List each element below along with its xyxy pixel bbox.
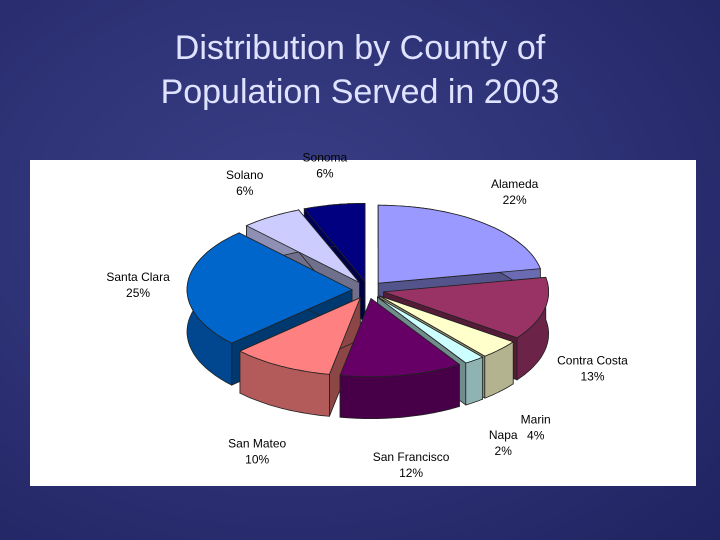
slice-value-label: 6% bbox=[236, 184, 254, 198]
slice-label: Santa Clara bbox=[106, 270, 170, 284]
slice-label: Marin bbox=[521, 412, 551, 426]
slice bbox=[383, 276, 549, 339]
slide-title: Distribution by County of Population Ser… bbox=[160, 29, 560, 111]
slice-label: San Francisco bbox=[373, 450, 450, 464]
slice-value-label: 2% bbox=[495, 444, 513, 458]
slice-label: San Mateo bbox=[228, 437, 286, 451]
slice-value-label: 4% bbox=[527, 428, 545, 442]
slice-value-label: 10% bbox=[245, 453, 269, 467]
slice-value-label: 6% bbox=[316, 166, 334, 180]
slice-label: Napa bbox=[489, 428, 518, 442]
slice bbox=[377, 204, 541, 284]
slice-value-label: 25% bbox=[126, 286, 150, 300]
slice-label: Alameda bbox=[491, 177, 539, 191]
slice bbox=[239, 296, 362, 375]
slice bbox=[379, 295, 515, 357]
slice-value-label: 13% bbox=[580, 370, 604, 384]
slice-side bbox=[465, 356, 483, 406]
slice bbox=[377, 296, 484, 364]
slice-label: Solano bbox=[226, 168, 264, 182]
slice-label: Contra Costa bbox=[557, 354, 628, 368]
slice-value-label: 22% bbox=[503, 193, 527, 207]
slice bbox=[339, 297, 461, 377]
slice-label: Sonoma bbox=[303, 150, 348, 164]
slice bbox=[303, 203, 366, 283]
slice bbox=[245, 209, 360, 283]
slice-value-label: 12% bbox=[399, 466, 423, 480]
slice bbox=[186, 232, 353, 344]
